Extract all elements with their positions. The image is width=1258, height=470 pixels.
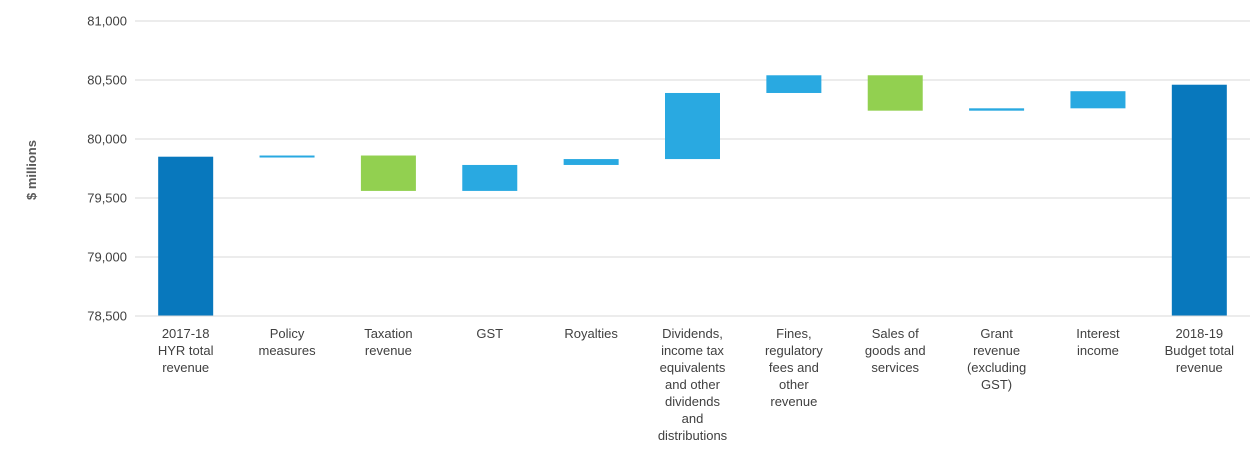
x-tick-label: Grant revenue (excluding GST) <box>967 326 1026 392</box>
x-tick-label: Interest income <box>1076 326 1120 358</box>
x-tick-label-line: Budget total <box>1165 343 1234 358</box>
x-tick-label-line: 2018-19 <box>1175 326 1223 341</box>
x-tick-label-line: income <box>1077 343 1119 358</box>
x-tick-label-line: (excluding <box>967 360 1026 375</box>
bar <box>766 75 822 93</box>
y-tick-label: 80,000 <box>87 132 127 147</box>
x-tick-label-line: distributions <box>658 428 728 443</box>
x-tick-label-line: revenue <box>162 360 209 375</box>
y-axis-label: $ millions <box>24 140 39 200</box>
x-tick-label-line: equivalents <box>660 360 726 375</box>
x-tick-label-line: Dividends, <box>662 326 723 341</box>
x-tick-label-line: Grant <box>980 326 1013 341</box>
y-tick-label: 78,500 <box>87 309 127 324</box>
x-tick-label-line: HYR total <box>158 343 214 358</box>
x-tick-label-line: dividends <box>665 394 720 409</box>
y-tick-label: 80,500 <box>87 73 127 88</box>
x-tick-label-line: Royalties <box>564 326 618 341</box>
x-tick-label: Royalties <box>564 326 618 341</box>
bar <box>462 164 518 191</box>
x-tick-label-line: other <box>779 377 809 392</box>
x-tick-label: Taxation revenue <box>364 326 412 358</box>
x-tick-label-line: Fines, <box>776 326 811 341</box>
x-tick-label: Dividends, income tax equivalents and other… <box>658 326 728 443</box>
bar <box>867 75 923 111</box>
y-tick-label: 81,000 <box>87 14 127 29</box>
y-tick-label: 79,500 <box>87 191 127 206</box>
x-tick-label: Sales of goods and services <box>865 326 926 375</box>
x-tick-label-line: revenue <box>770 394 817 409</box>
x-tick-label: GST <box>476 326 503 341</box>
bar <box>563 159 619 165</box>
bar <box>158 156 214 316</box>
x-tick-label-line: Policy <box>270 326 305 341</box>
x-tick-label-line: revenue <box>973 343 1020 358</box>
x-tick-label: 2017-18 HYR total revenue <box>158 326 214 375</box>
x-tick-label: 2018-19 Budget total revenue <box>1165 326 1234 375</box>
x-tick-label-line: GST <box>476 326 503 341</box>
x-tick-label-line: measures <box>259 343 317 358</box>
x-tick-label: Fines, regulatory fees and other revenue <box>765 326 823 409</box>
x-tick-label-line: fees and <box>769 360 819 375</box>
x-tick-label-line: 2017-18 <box>162 326 210 341</box>
x-tick-label-line: revenue <box>1176 360 1223 375</box>
bar <box>259 155 315 158</box>
x-tick-label-line: and other <box>665 377 721 392</box>
x-tick-label-line: revenue <box>365 343 412 358</box>
bar <box>1171 84 1227 316</box>
bar <box>665 92 720 160</box>
x-tick-label-line: and <box>682 411 704 426</box>
x-tick-label-line: services <box>871 360 919 375</box>
x-tick-label-line: Interest <box>1076 326 1120 341</box>
x-tick-label-line: Taxation <box>364 326 412 341</box>
x-tick-label-line: Sales of <box>872 326 919 341</box>
bar <box>360 155 416 191</box>
x-tick-label: Policy measures <box>259 326 317 358</box>
bar <box>969 108 1025 111</box>
x-tick-label-line: GST) <box>981 377 1012 392</box>
bar <box>1070 91 1126 109</box>
x-tick-label-line: regulatory <box>765 343 823 358</box>
x-tick-label-line: goods and <box>865 343 926 358</box>
y-tick-label: 79,000 <box>87 250 127 265</box>
x-tick-label-line: income tax <box>661 343 724 358</box>
